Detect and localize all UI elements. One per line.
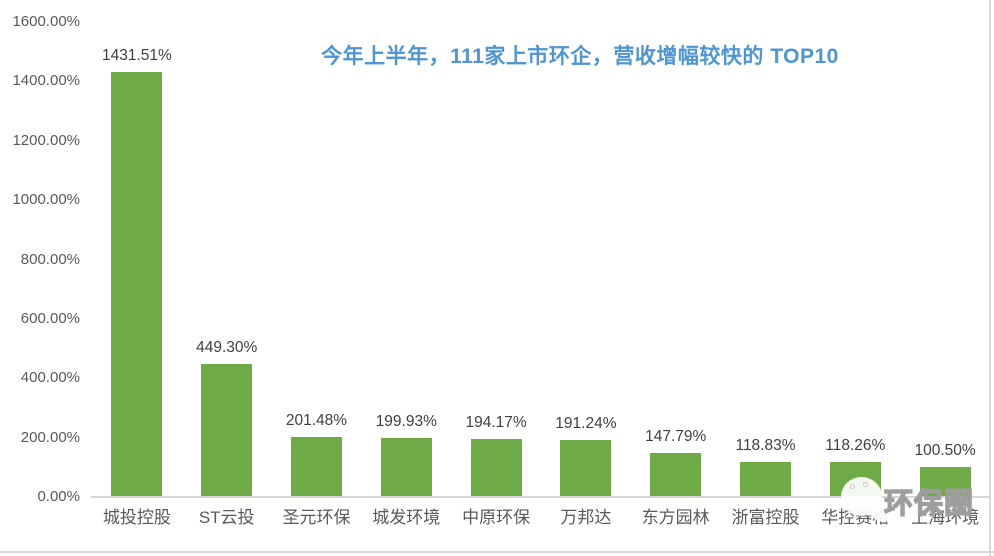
x-category-label: 浙富控股 xyxy=(731,508,800,527)
y-tick-label: 1400.00% xyxy=(12,72,80,90)
wechat-logo-eye-icon xyxy=(850,484,855,489)
bar-城投控股 xyxy=(111,72,163,497)
y-tick-label: 1600.00% xyxy=(12,13,80,30)
x-category-label: ST云投 xyxy=(198,508,255,527)
y-tick-label: 1000.00% xyxy=(12,191,80,209)
y-tick-label: 800.00% xyxy=(20,250,80,268)
bar-ST云投 xyxy=(201,363,253,497)
bar-上海环境 xyxy=(919,467,971,497)
bar-value-label: 100.50% xyxy=(914,442,976,460)
x-category-label: 上海环境 xyxy=(911,508,980,527)
bottom-border xyxy=(0,551,994,553)
y-tick-label: 200.00% xyxy=(20,428,80,446)
bar-value-label: 118.83% xyxy=(735,436,796,454)
y-tick-label: 0.00% xyxy=(37,488,80,505)
bar-万邦达 xyxy=(560,440,612,497)
bar-value-label: 147.79% xyxy=(645,428,707,446)
bar-value-label: 118.26% xyxy=(825,436,886,454)
bar-value-label: 449.30% xyxy=(196,338,258,356)
bar-value-label: 201.48% xyxy=(285,412,348,430)
wechat-logo-small-bubble-icon xyxy=(871,498,896,522)
watermark-text: 环保圈 xyxy=(883,487,975,520)
bar-value-label: 191.24% xyxy=(555,415,617,433)
y-tick-label: 1200.00% xyxy=(12,131,80,149)
chart-title: 今年上半年，111家上市环企，营收增幅较快的 TOP10 xyxy=(321,45,839,68)
x-category-label: 圣元环保 xyxy=(282,508,351,527)
x-category-label: 中原环保 xyxy=(462,508,531,527)
x-category-label: 万邦达 xyxy=(560,508,612,527)
x-category-label: 城投控股 xyxy=(102,508,171,527)
bar-浙富控股 xyxy=(740,461,791,497)
y-tick-label: 600.00% xyxy=(20,309,80,327)
x-category-label: 东方园林 xyxy=(641,508,710,527)
y-tick-label: 400.00% xyxy=(20,369,80,387)
bar-中原环保 xyxy=(470,439,522,497)
bar-城发环境 xyxy=(380,437,432,497)
watermark: 环保圈 xyxy=(838,474,978,526)
right-border xyxy=(989,0,991,556)
x-category-label: 城发环境 xyxy=(372,508,441,527)
bar-圣元环保 xyxy=(291,437,342,497)
wechat-logo-eye-icon xyxy=(863,482,868,487)
bar-东方园林 xyxy=(650,453,702,497)
bar-value-label: 1431.51% xyxy=(101,47,172,65)
x-axis-line xyxy=(91,496,991,498)
bar-value-label: 194.17% xyxy=(465,414,527,432)
bar-value-label: 199.93% xyxy=(375,412,437,430)
